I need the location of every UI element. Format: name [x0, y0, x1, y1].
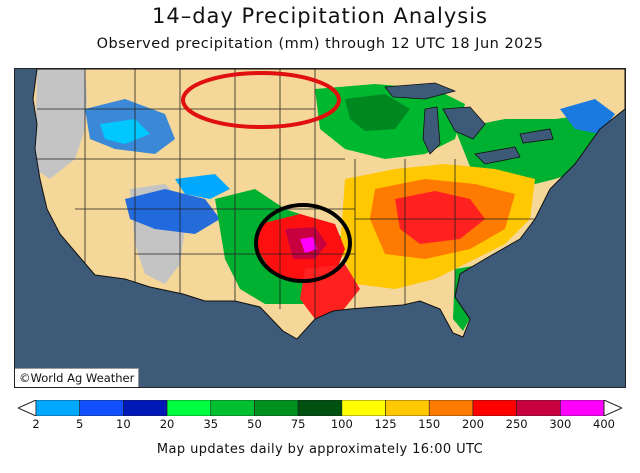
legend-arrow-left [18, 400, 37, 416]
map-canvas [32, 69, 625, 340]
legend-tick-label: 125 [374, 417, 397, 431]
precip-southern-plains-magenta [300, 237, 317, 253]
legend-swatch [560, 400, 605, 416]
legend-tick-label: 250 [505, 417, 528, 431]
legend-tick-label: 150 [418, 417, 441, 431]
precipitation-map: ©World Ag Weather [14, 68, 626, 388]
legend-tick-label: 10 [116, 417, 131, 431]
legend-tick-label: 200 [461, 417, 484, 431]
legend-tick-label: 20 [159, 417, 175, 431]
legend-tick-label: 5 [76, 417, 84, 431]
great-lakes [384, 82, 554, 165]
legend-tick-label: 2 [32, 417, 40, 431]
legend-tick-label: 75 [290, 417, 306, 431]
map-subtitle: Observed precipitation (mm) through 12 U… [96, 36, 544, 52]
southern-plains-ring [254, 203, 352, 283]
state-borders [37, 69, 535, 319]
precip-colorado [125, 189, 220, 234]
legend-swatch [254, 400, 299, 416]
legend-swatch [385, 400, 430, 416]
legend-swatch [472, 400, 517, 416]
legend-swatch [428, 400, 474, 416]
legend-arrow-right [603, 400, 622, 416]
legend-swatch [79, 400, 124, 416]
legend-tick-label: 300 [549, 417, 572, 431]
precip-wyoming [175, 174, 230, 199]
legend-swatch [123, 400, 168, 416]
legend-labels: 2 5 10 20 35 50 75 100 125 150 200 250 300 400 [18, 417, 622, 431]
precip-east-red [395, 191, 485, 244]
legend-swatch [166, 400, 212, 416]
legend-tick-label: 50 [247, 417, 262, 431]
map-title: 14–day Precipitation Analysis [152, 4, 488, 28]
precip-upper-midwest-dark [345, 94, 410, 131]
legend-swatch [516, 400, 561, 416]
legend-tick-label: 100 [330, 417, 353, 431]
legend-swatch [341, 400, 386, 416]
northern-plains-ring [181, 71, 341, 129]
legend-swatch [35, 400, 80, 416]
precip-rockies-light [100, 119, 150, 144]
precip-new-england-blue [560, 99, 615, 134]
update-note: Map updates daily by approximately 16:00… [156, 442, 484, 457]
legend-colorbar [18, 400, 622, 416]
legend-tick-label: 400 [593, 417, 615, 431]
credit-label: ©World Ag Weather [15, 368, 140, 387]
no-data-northwest [35, 69, 87, 179]
legend-swatch [210, 400, 255, 416]
legend-swatch [297, 400, 343, 416]
legend-tick-label: 35 [203, 417, 219, 431]
